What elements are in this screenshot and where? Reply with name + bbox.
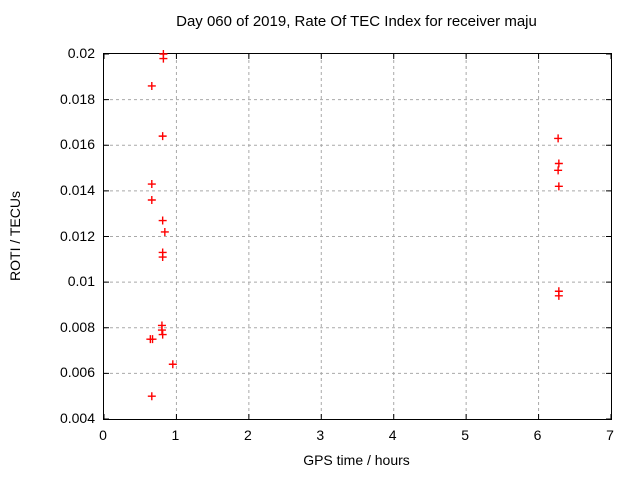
data-point-marker — [158, 132, 167, 141]
data-point-marker — [158, 216, 167, 225]
data-point-marker — [157, 326, 166, 335]
x-tick-label: 7 — [606, 427, 614, 443]
data-point-marker — [554, 182, 563, 191]
plot-canvas — [103, 50, 612, 420]
data-point-marker — [158, 253, 167, 262]
x-tick-label: 4 — [388, 427, 397, 443]
plot-area — [103, 50, 612, 420]
data-point-marker — [168, 360, 177, 369]
x-tick-label: 1 — [171, 427, 180, 443]
data-point-marker — [554, 159, 563, 168]
data-point-marker — [554, 134, 563, 143]
data-point-marker — [554, 166, 563, 175]
x-tick-label: 3 — [316, 427, 325, 443]
data-point-marker — [147, 180, 156, 189]
y-tick-label: 0.012 — [59, 227, 95, 244]
data-point-marker — [159, 54, 168, 63]
y-tick-label: 0.006 — [59, 364, 95, 381]
y-tick-label: 0.01 — [67, 273, 95, 290]
x-tick-label: 0 — [99, 427, 107, 443]
data-point-marker — [148, 335, 157, 344]
data-point-marker — [160, 227, 169, 236]
y-tick-label: 0.004 — [59, 410, 95, 426]
y-axis-label: ROTI / TECUs — [7, 191, 23, 281]
y-tick-label: 0.018 — [59, 90, 95, 107]
x-tick-label: 2 — [243, 427, 252, 443]
data-point-marker — [147, 196, 156, 204]
x-axis-label: GPS time / hours — [303, 452, 410, 468]
chart-title: Day 060 of 2019, Rate Of TEC Index for r… — [176, 13, 537, 30]
x-tick-label: 6 — [533, 427, 542, 443]
data-point-marker — [147, 392, 156, 401]
y-tick-label: 0.008 — [59, 318, 95, 335]
y-tick-label: 0.014 — [59, 181, 95, 198]
data-point-marker — [554, 291, 563, 300]
y-tick-label: 0.016 — [59, 136, 95, 153]
data-point-marker — [147, 81, 156, 90]
data-point-marker — [158, 330, 167, 339]
x-tick-label: 5 — [461, 427, 470, 443]
y-tick-label: 0.02 — [67, 45, 95, 61]
